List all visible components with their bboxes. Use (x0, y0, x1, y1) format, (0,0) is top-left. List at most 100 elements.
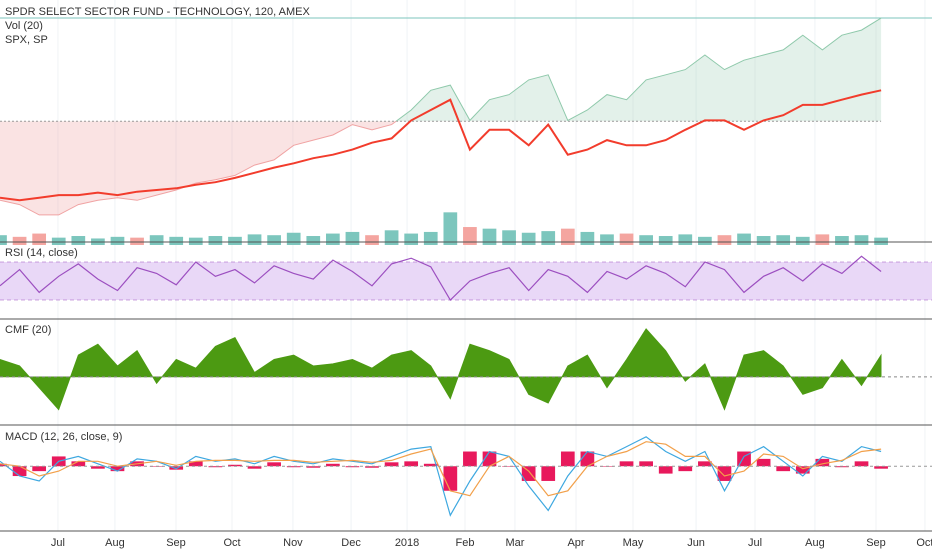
bar (247, 466, 262, 469)
pane-title: MACD (12, 26, close, 9) (5, 431, 122, 443)
x-tick-label: Aug (105, 537, 125, 549)
chart-title: SPDR SELECT SECTOR FUND - TECHNOLOGY, 12… (5, 6, 310, 18)
x-tick-label: Nov (283, 537, 303, 549)
bar (423, 231, 438, 245)
bar (384, 462, 399, 467)
bar (698, 461, 712, 467)
bar (228, 464, 242, 467)
x-tick-label: Aug (805, 537, 825, 549)
x-tick-label: Jun (687, 537, 705, 549)
bar (208, 466, 223, 468)
bar (286, 232, 301, 245)
bar (463, 451, 477, 467)
bar (541, 231, 556, 245)
x-tick-label: May (623, 537, 644, 549)
bar (678, 234, 693, 245)
bar (71, 461, 86, 467)
bar (326, 463, 340, 467)
bar (188, 237, 203, 245)
bar (560, 451, 575, 467)
area-above (0, 18, 882, 122)
legend-entry: Vol (20) (5, 20, 43, 32)
bar (619, 461, 634, 467)
pane-title: RSI (14, close) (5, 247, 78, 259)
bar (443, 466, 458, 491)
bar (0, 463, 7, 467)
area-below (0, 121, 882, 215)
bar (756, 236, 771, 245)
bar (502, 230, 516, 245)
bar (698, 236, 712, 245)
plot-layer (0, 0, 932, 531)
bar (815, 234, 830, 245)
x-tick-label: Oct (223, 537, 240, 549)
legend-entry: SPX, SP (5, 34, 48, 46)
bar (404, 233, 419, 245)
bar (541, 466, 556, 481)
bar (482, 228, 497, 245)
bar (12, 466, 27, 477)
bar (835, 236, 849, 245)
x-tick-label: Mar (505, 537, 524, 549)
bar (91, 466, 105, 469)
pane-title: CMF (20) (5, 324, 51, 336)
bar (717, 235, 732, 245)
bar (267, 462, 281, 467)
bar (619, 233, 634, 245)
bar (658, 236, 673, 245)
bar (815, 458, 830, 467)
bar (345, 231, 360, 245)
bar (286, 466, 301, 468)
bar (365, 235, 379, 245)
bar (502, 466, 516, 467)
bar (32, 466, 47, 472)
series-line (0, 89, 882, 202)
bar (169, 236, 184, 245)
series-line (0, 441, 882, 497)
area (0, 328, 882, 411)
x-tick-label: Sep (866, 537, 886, 549)
bar (443, 212, 458, 245)
bar (32, 233, 47, 245)
bar (247, 234, 262, 245)
x-tick-label: Dec (341, 537, 361, 549)
bar (306, 466, 321, 468)
x-tick-label: 2018 (395, 537, 419, 549)
bar (130, 237, 144, 245)
bar (560, 228, 575, 245)
bar (795, 466, 810, 474)
bar (267, 235, 281, 245)
bar (110, 236, 125, 245)
bar (12, 236, 27, 245)
bar (678, 466, 693, 472)
bar (717, 466, 732, 481)
bar (874, 237, 888, 245)
bar (423, 463, 438, 467)
x-tick-label: Oct (916, 537, 932, 549)
bar (521, 232, 536, 245)
x-tick-label: Sep (166, 537, 186, 549)
bar (51, 237, 66, 245)
bar (345, 466, 360, 468)
x-tick-label: Jul (51, 537, 65, 549)
bar (71, 236, 86, 245)
bar (658, 466, 673, 474)
bar (306, 236, 321, 245)
bar (600, 234, 614, 245)
bar (384, 230, 399, 245)
x-tick-label: Feb (456, 537, 475, 549)
bar (482, 451, 497, 467)
price-line (395, 17, 882, 122)
bar (854, 461, 869, 467)
bar (365, 466, 379, 468)
x-tick-label: Apr (567, 537, 584, 549)
bar (404, 461, 419, 467)
bar (776, 466, 791, 472)
bar (756, 458, 771, 467)
bar (874, 466, 888, 469)
bar (228, 236, 242, 245)
bar (188, 461, 203, 467)
bar (169, 466, 184, 470)
